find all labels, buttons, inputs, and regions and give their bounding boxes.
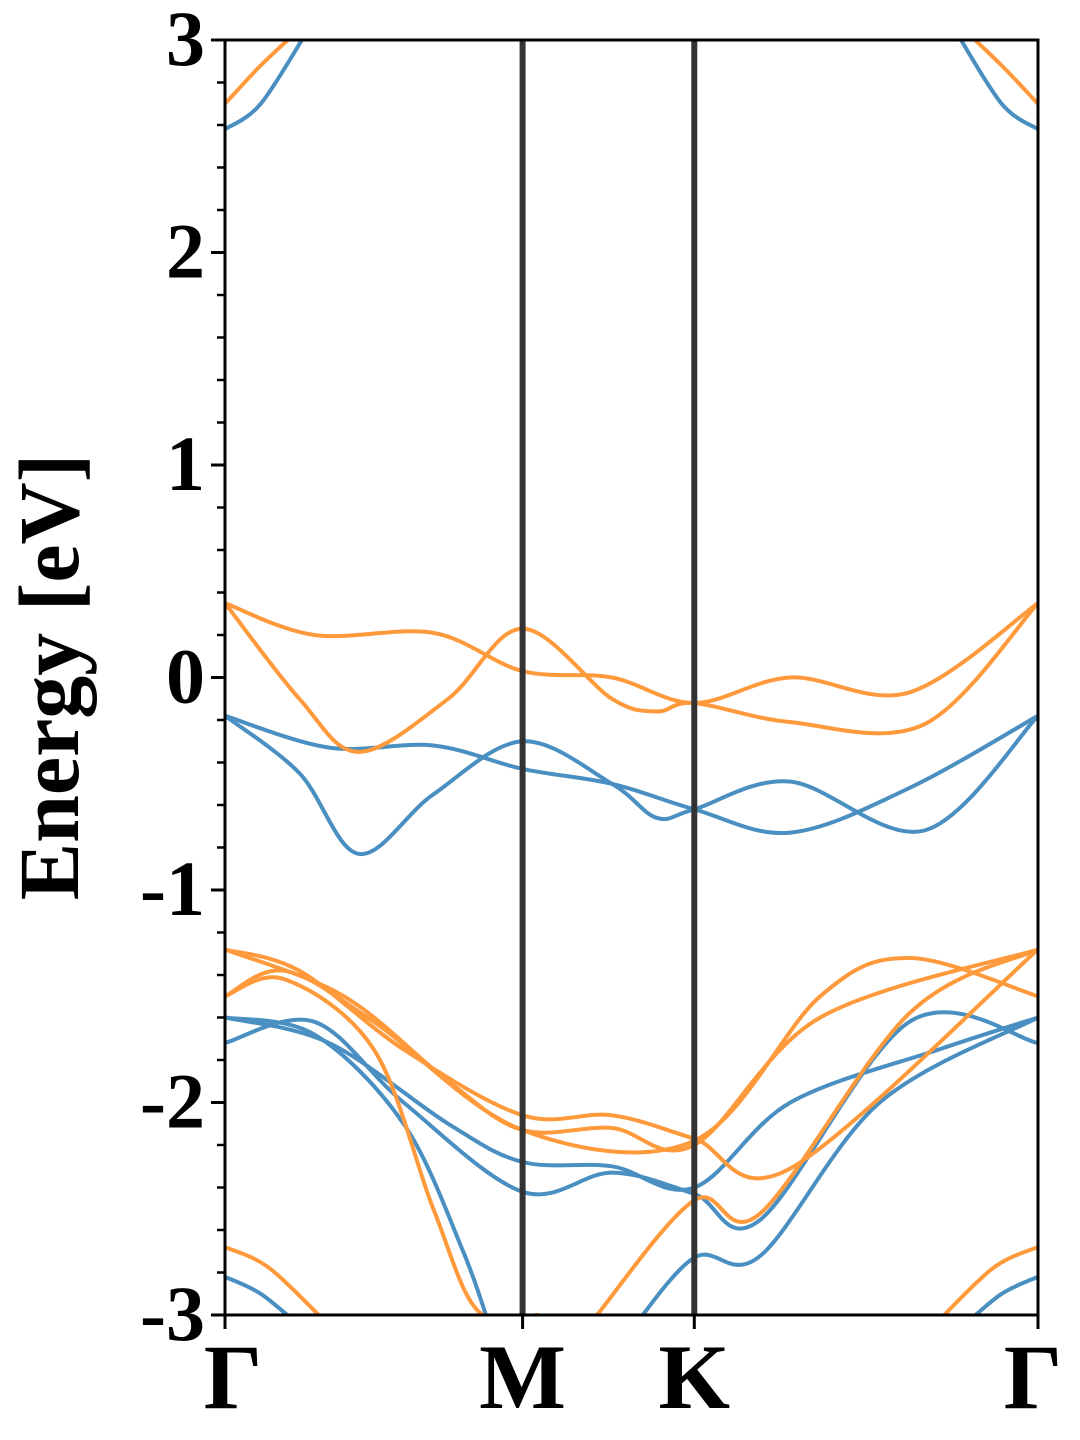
band-blue-7: [225, 1015, 489, 1315]
band-orange-3: [225, 601, 1038, 705]
y-tick-label: -1: [140, 845, 205, 932]
band-orange-12: [225, 947, 1038, 1153]
y-axis-label: Energy [eV]: [1, 454, 97, 901]
band-blue-15: [225, 40, 305, 132]
y-tick-label: 0: [166, 633, 205, 720]
x-tick-label: Γ: [1004, 1326, 1063, 1428]
band-orange-4: [225, 601, 1038, 754]
band-orange-14: [225, 40, 291, 106]
band-blue-8: [640, 1015, 1038, 1315]
band-orange-20: [941, 1245, 1038, 1315]
band-blue-5: [225, 1010, 1038, 1231]
x-tick-label: M: [479, 1326, 566, 1428]
band-blue-19: [225, 1274, 291, 1315]
x-tick-label: Γ: [204, 1326, 263, 1428]
band-blue-2: [225, 713, 1038, 836]
y-tick-label: 2: [166, 208, 205, 295]
band-blue-6: [225, 1015, 1038, 1192]
plot-frame: [223, 38, 1040, 1317]
band-blue-17: [958, 40, 1038, 132]
y-tick-label: -2: [140, 1058, 205, 1145]
band-orange-9: [225, 975, 540, 1315]
x-tick-label: K: [659, 1326, 731, 1428]
band-orange-18: [225, 1245, 322, 1315]
y-ticks: -3 -2 -1 0 1 2 3: [140, 0, 225, 1357]
band-orange-10: [595, 947, 1038, 1315]
band-orange-16: [972, 40, 1038, 106]
band-blue-21: [972, 1274, 1038, 1315]
high-symmetry-lines: [519, 40, 698, 1315]
band-orange-13: [225, 956, 1038, 1155]
band-lines: [225, 40, 1038, 1315]
y-tick-label: -3: [140, 1270, 205, 1357]
y-tick-label: 1: [166, 420, 205, 507]
band-orange-11: [225, 947, 1038, 1181]
y-tick-label: 3: [166, 0, 205, 82]
